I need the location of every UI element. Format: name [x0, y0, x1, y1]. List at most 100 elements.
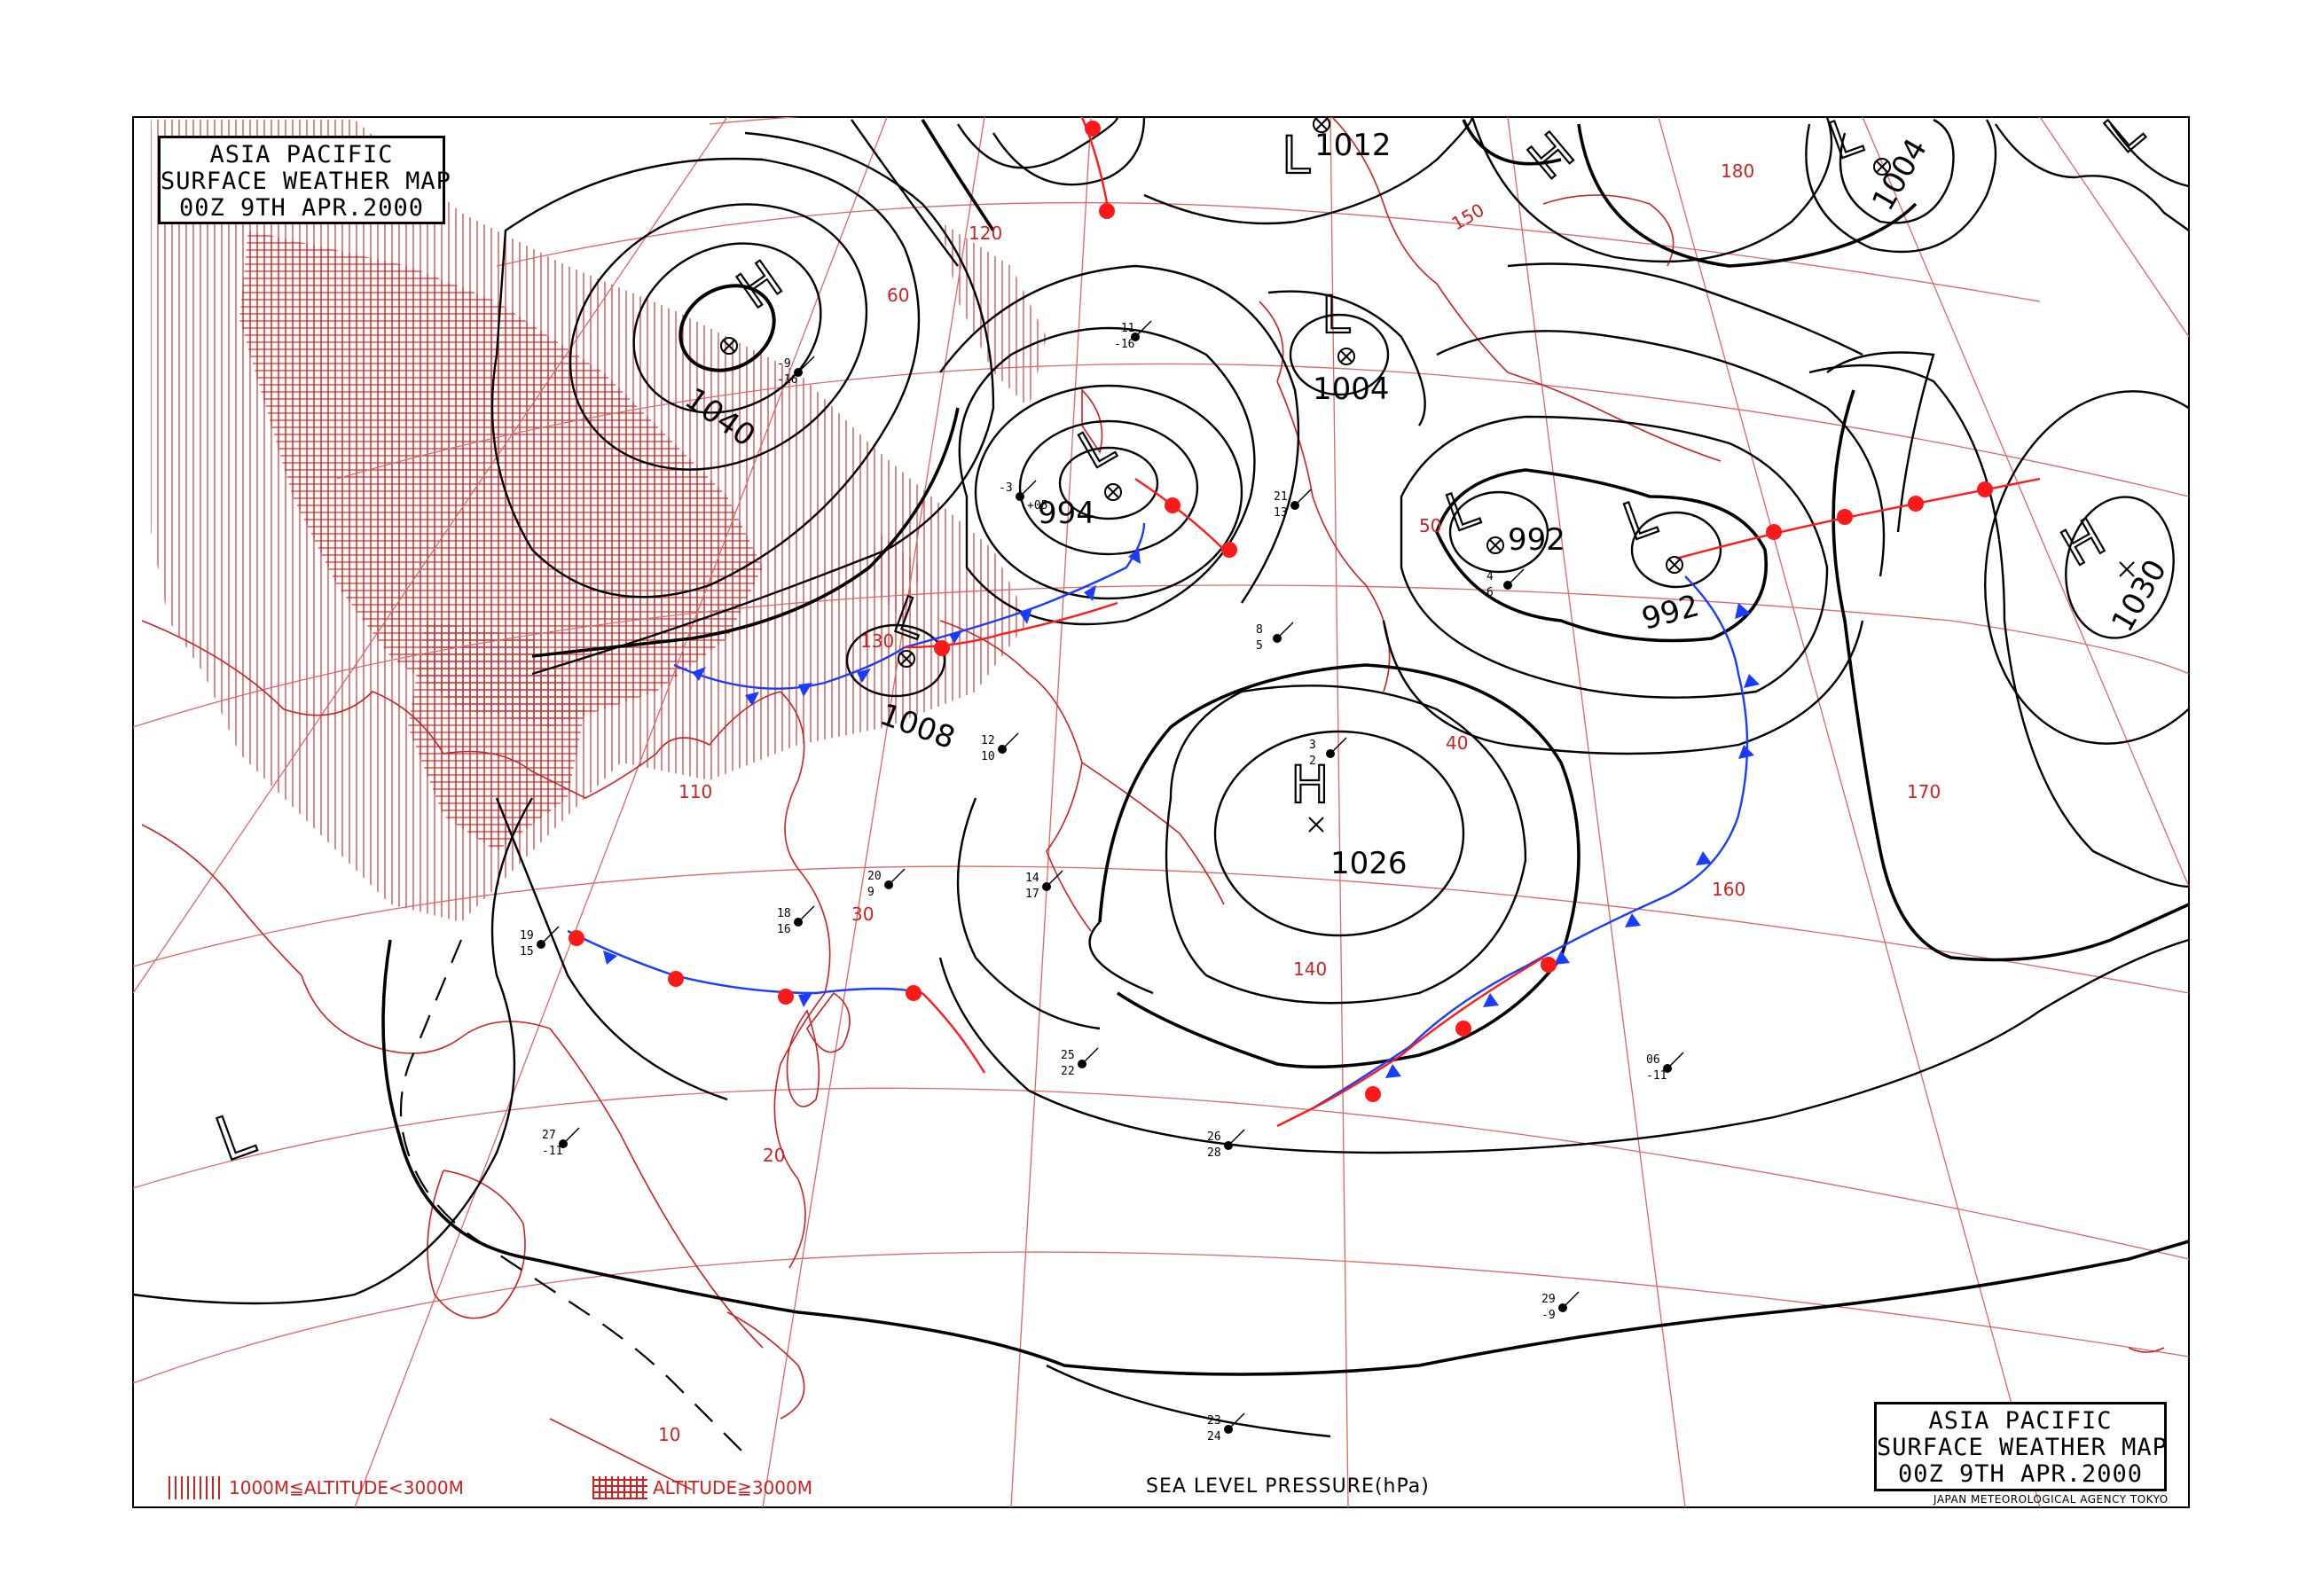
lon-label: 120	[969, 223, 1002, 244]
system-value: 1004	[1313, 372, 1390, 407]
station-dew: -11	[1646, 1069, 1667, 1083]
station-temp: 23	[1207, 1414, 1221, 1428]
title-line-1: ASIA PACIFIC	[209, 141, 394, 168]
station-plot: 27-11	[542, 1127, 580, 1158]
station-plot: -9-16	[777, 356, 815, 387]
station-temp: 27	[542, 1129, 556, 1142]
system-value: 994	[1038, 496, 1095, 531]
isobars	[133, 117, 2189, 1455]
station-plot: -11-16	[1114, 320, 1152, 351]
system-value: 1026	[1330, 846, 1408, 881]
system-letter: H	[1517, 121, 1585, 192]
legend-low-altitude: 1000M≦ALTITUDE<3000M	[169, 1475, 464, 1500]
station-temp: 3	[1309, 739, 1316, 752]
station-temp: 29	[1541, 1293, 1556, 1306]
station-plot: 29-9	[1541, 1291, 1580, 1322]
front-symbols	[569, 121, 1993, 1102]
system-letter: L	[2093, 100, 2153, 165]
station-temp: 14	[1025, 872, 1039, 885]
station-plot: -3 +05	[999, 480, 1047, 512]
station-dew: 13	[1274, 506, 1288, 520]
station-plot: 209	[867, 868, 906, 899]
station-dew: 15	[520, 945, 534, 958]
lat-label: 40	[1446, 732, 1468, 754]
station-dew: -9	[1541, 1309, 1556, 1322]
system-value: 1012	[1314, 128, 1392, 163]
station-dew: -16	[1114, 338, 1134, 351]
lat-label: 30	[851, 904, 874, 925]
station-dew: 22	[1061, 1065, 1075, 1078]
agency-credit: JAPAN METEOROLOGICAL AGENCY TOKYO	[1933, 1493, 2169, 1506]
station-plot: 85	[1256, 622, 1294, 653]
lat-label: 10	[658, 1424, 680, 1445]
station-temp: 8	[1256, 623, 1263, 637]
system-value: 1030	[2105, 554, 2174, 638]
hatch-swatch-low	[169, 1476, 224, 1499]
station-temp: -3	[999, 481, 1013, 495]
system-letter: H	[2051, 506, 2115, 578]
lon-label: 110	[678, 781, 712, 802]
station-dew: 5	[1256, 639, 1263, 653]
system-letter: H	[1290, 755, 1329, 815]
lat-label: 20	[763, 1145, 785, 1166]
lon-label: 160	[1712, 879, 1745, 900]
station-dew: 9	[867, 886, 875, 899]
legend-low-label: 1000M≦ALTITUDE<3000M	[229, 1477, 464, 1498]
hatch-swatch-high	[592, 1476, 647, 1499]
lon-label: 130	[860, 630, 894, 652]
legend-high-label: ALTITUDE≧3000M	[653, 1477, 812, 1498]
station-temp: -9	[777, 357, 791, 371]
station-temp: 18	[777, 907, 791, 920]
station-temp: 26	[1207, 1130, 1221, 1144]
system-letter: L	[1282, 125, 1310, 185]
station-dew: 16	[777, 923, 791, 936]
station-plot: 06-11	[1646, 1052, 1684, 1083]
system-letter: H	[726, 249, 793, 321]
lat-label: 60	[887, 285, 909, 306]
title-line-1: ASIA PACIFIC	[1928, 1407, 2113, 1435]
graticule	[133, 117, 2189, 1507]
pressure-system-markers	[720, 117, 2135, 833]
station-dew: 24	[1207, 1430, 1221, 1443]
station-temp: -11	[1114, 322, 1134, 335]
system-value: 992	[1638, 588, 1703, 637]
map-title-box: ASIA PACIFIC SURFACE WEATHER MAP 00Z 9TH…	[158, 136, 451, 224]
title-line-2: SURFACE WEATHER MAP	[1877, 1434, 2168, 1462]
system-value: 1004	[1865, 133, 1934, 217]
lon-label: 150	[1448, 199, 1488, 234]
title-line-2: SURFACE WEATHER MAP	[161, 168, 451, 196]
map-title-box-bottom: ASIA PACIFIC SURFACE WEATHER MAP 00Z 9TH…	[1874, 1402, 2167, 1491]
pressure-unit-label: SEA LEVEL PRESSURE(hPa)	[1146, 1475, 1430, 1498]
title-line-3: 00Z 9TH APR.2000	[1897, 1460, 2144, 1489]
station-tend: +05	[1027, 499, 1047, 512]
legend-high-altitude: ALTITUDE≧3000M	[592, 1475, 812, 1500]
station-dew: 28	[1207, 1146, 1221, 1160]
station-temp: 21	[1274, 490, 1288, 504]
title-line-3: 00Z 9TH APR.2000	[178, 194, 425, 223]
station-dew: -16	[777, 373, 797, 387]
lon-label: 180	[1721, 160, 1754, 182]
station-dew: 17	[1025, 888, 1039, 901]
system-letter: L	[1439, 477, 1486, 544]
station-dew: 2	[1309, 755, 1316, 768]
station-plot: 46	[1486, 568, 1525, 599]
station-plot: 32	[1309, 737, 1347, 768]
graticule-labels: 110 120 130 140 150 160 170 180 10 20 30…	[658, 160, 1941, 1445]
lon-label: 170	[1907, 781, 1941, 802]
station-dew: 6	[1486, 586, 1494, 599]
lat-label: 50	[1419, 515, 1441, 536]
station-dew: 10	[981, 750, 995, 763]
station-temp: 20	[867, 870, 882, 883]
station-temp: 25	[1061, 1049, 1075, 1062]
lon-label: 140	[1293, 958, 1327, 980]
station-temp: 19	[520, 929, 534, 943]
fronts	[567, 117, 2041, 1128]
